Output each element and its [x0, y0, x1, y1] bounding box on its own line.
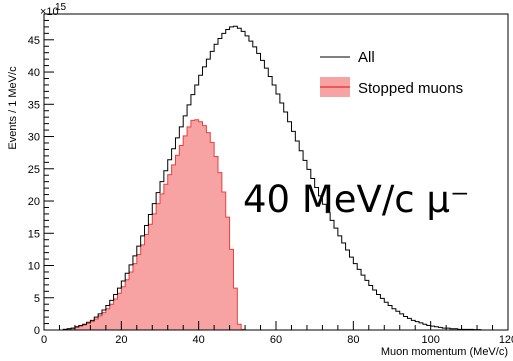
y-tick-label: 20	[28, 196, 40, 208]
x-tick-label: 100	[421, 334, 439, 346]
legend: All Stopped muons	[320, 49, 463, 97]
y-multiplier-base: ×10	[40, 6, 59, 18]
legend-label-all: All	[358, 49, 375, 66]
x-tick-label: 120	[499, 334, 513, 346]
series-all	[44, 25, 508, 331]
x-tick-label: 60	[270, 334, 282, 346]
y-tick-label: 5	[34, 293, 40, 305]
legend-label-stopped: Stopped muons	[358, 80, 463, 97]
y-tick-label: 15	[28, 228, 40, 240]
y-tick-label: 45	[28, 35, 40, 47]
y-tick-label: 10	[28, 261, 40, 273]
x-tick-label: 40	[193, 334, 205, 346]
y-tick-label: 0	[34, 325, 40, 337]
y-multiplier: ×10 15	[40, 2, 67, 18]
y-tick-label: 35	[28, 99, 40, 111]
x-tick-label: 80	[347, 334, 359, 346]
x-tick-label: 20	[115, 334, 127, 346]
y-tick-label: 30	[28, 132, 40, 144]
y-tick-label: 25	[28, 164, 40, 176]
beam-annotation: 40 MeV/c μ⁻	[243, 178, 469, 221]
x-axis-title: Muon momentum (MeV/c)	[381, 346, 508, 358]
y-axis-title: Events / 1 MeV/c	[7, 66, 19, 150]
x-tick-label: 0	[41, 334, 47, 346]
y-tick-label: 40	[28, 67, 40, 79]
y-multiplier-exponent: 15	[55, 2, 67, 13]
